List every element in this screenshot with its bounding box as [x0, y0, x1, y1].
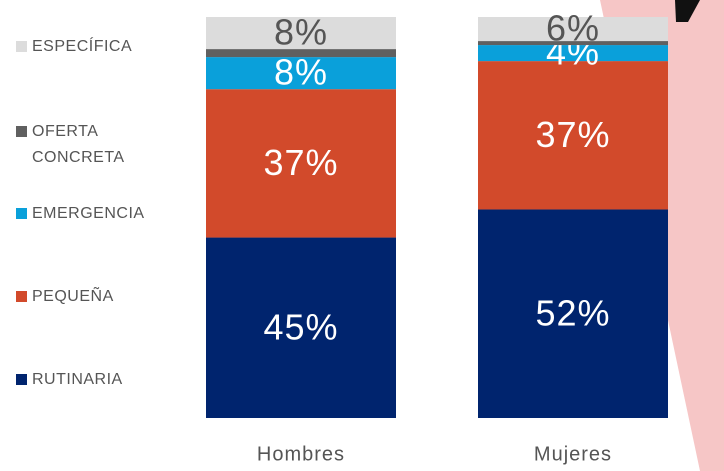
legend-label: PEQUEÑA — [32, 288, 114, 305]
bar-segment — [206, 17, 396, 50]
legend-label: EMERGENCIA — [32, 205, 145, 222]
x-tick-label: Mujeres — [534, 443, 612, 465]
background-decoration — [675, 0, 700, 22]
bar-segment — [206, 89, 396, 238]
legend-item: PEQUEÑA — [16, 284, 166, 310]
bar-segment — [478, 41, 668, 46]
legend-label: OFERTA CONCRETA — [32, 123, 125, 166]
legend-swatch — [16, 208, 27, 219]
legend-label: RUTINARIA — [32, 371, 123, 388]
legend-item: RUTINARIA — [16, 367, 166, 393]
legend-item: ESPECÍFICA — [16, 34, 166, 60]
x-tick-label: Hombres — [257, 443, 345, 465]
value-label: 52% — [535, 292, 610, 333]
legend-swatch — [16, 126, 27, 137]
value-label: 45% — [263, 306, 338, 347]
bar-segment — [478, 45, 668, 62]
value-label: 37% — [263, 142, 338, 183]
value-label: 8% — [274, 12, 328, 53]
bar-segment — [206, 237, 396, 418]
bar-segment — [478, 17, 668, 42]
value-label: 8% — [274, 52, 328, 93]
legend-label: ESPECÍFICA — [32, 38, 133, 55]
legend-swatch — [16, 374, 27, 385]
legend-item: OFERTA CONCRETA — [16, 119, 166, 171]
legend-swatch — [16, 41, 27, 52]
bar-segment — [478, 209, 668, 418]
value-label: 37% — [535, 114, 610, 155]
bar-segment — [478, 61, 668, 210]
bar-segment — [206, 49, 396, 58]
bar-segment — [206, 57, 396, 90]
legend-item: EMERGENCIA — [16, 201, 166, 227]
legend-swatch — [16, 291, 27, 302]
value-label: 6% — [546, 8, 600, 49]
